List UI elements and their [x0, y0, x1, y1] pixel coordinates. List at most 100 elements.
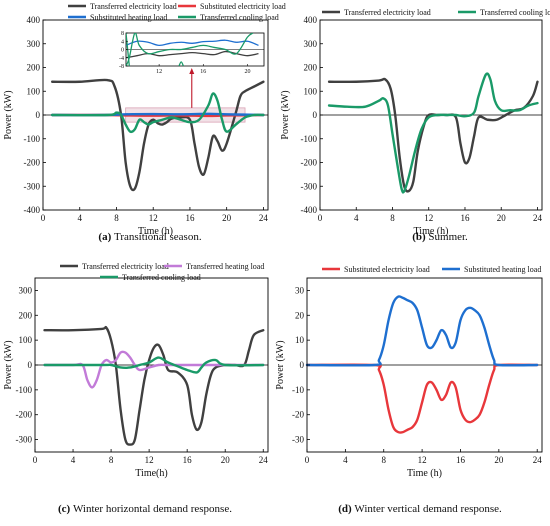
y-tick-label: -20 — [292, 410, 304, 420]
y-tick-label: 300 — [27, 39, 41, 49]
x-tick-label: 8 — [109, 455, 114, 465]
legend-entry: Transferred cooling load — [100, 273, 201, 282]
panel-caption: (b) Summer. — [412, 231, 468, 243]
y-tick-label: 0 — [36, 110, 41, 120]
legend-entry: Transferred electricity load — [68, 2, 177, 11]
series-line-transferred-electricity-load — [50, 78, 265, 192]
x-tick-label: 0 — [318, 213, 323, 223]
legend-label: Transferred electricity load — [344, 8, 431, 17]
x-tick-label: 24 — [259, 213, 269, 223]
x-tick-label: 8 — [114, 213, 119, 223]
legend-label: Transferred electricity load — [82, 262, 169, 271]
x-axis-title: Time (h) — [407, 468, 442, 479]
x-tick-label: 12 — [418, 455, 427, 465]
x-tick-label: 12 — [145, 455, 154, 465]
legend-label: Transferred cooling load — [122, 273, 201, 282]
inset-series-line — [126, 33, 254, 66]
inset-chart: 12 16 20 -8 -4 0 4 8 — [119, 31, 265, 75]
y-tick-label: 200 — [19, 310, 33, 320]
inset-y-tick-label: -4 — [119, 56, 124, 62]
x-tick-label: 4 — [343, 455, 348, 465]
inset-y-tick-label: 0 — [121, 48, 124, 54]
y-tick-label: 10 — [295, 335, 305, 345]
y-tick-label: -100 — [24, 134, 41, 144]
y-tick-label: -30 — [292, 435, 304, 445]
y-tick-label: -400 — [301, 205, 318, 215]
x-tick-label: 24 — [259, 455, 269, 465]
y-tick-label: -200 — [301, 158, 318, 168]
series-line-transferred-heating-load — [43, 350, 265, 389]
legend-entry: Transferred heating load — [164, 262, 264, 271]
series-line-substituted-electricity-load — [305, 363, 539, 434]
inset-y-tick-label: 4 — [121, 39, 124, 45]
inset-series-line — [126, 39, 259, 47]
y-tick-label: -400 — [24, 205, 41, 215]
x-tick-label: 24 — [533, 213, 543, 223]
y-tick-label: 400 — [304, 15, 318, 25]
x-tick-label: 16 — [456, 455, 466, 465]
y-tick-label: 30 — [295, 285, 305, 295]
y-tick-label: -100 — [16, 385, 33, 395]
x-tick-label: 20 — [494, 455, 504, 465]
inset-arrow-head — [189, 68, 195, 74]
series-line-transferred-electricity-load — [327, 77, 539, 193]
series-line-transferred-electricity-load — [43, 325, 265, 446]
y-tick-label: 0 — [28, 360, 33, 370]
legend-label: Transferred electricity load — [90, 2, 177, 11]
legend-label: Transferred heating load — [186, 262, 264, 271]
x-tick-label: 0 — [33, 455, 38, 465]
panel-caption: (d) Winter vertical demand response. — [338, 503, 502, 515]
panel-caption: (c) Winter horizontal demand response. — [58, 503, 232, 515]
legend-label: Transferred cooling load — [480, 8, 550, 17]
y-tick-label: 100 — [19, 335, 33, 345]
chart-d: 0 4 8 12 16 20 24 -30 -20 -10 0 10 20 30 Time (h) Power… — [275, 265, 543, 515]
legend-entry: Transferred cooling load — [178, 13, 279, 22]
legend-label: Substituted heating load — [464, 265, 541, 274]
x-tick-label: 20 — [221, 455, 231, 465]
y-tick-label: -100 — [301, 134, 318, 144]
y-tick-label: 200 — [304, 63, 318, 73]
y-tick-label: 100 — [304, 86, 318, 96]
legend-label: Transferred cooling load — [200, 13, 279, 22]
x-axis-title: Time(h) — [135, 468, 167, 479]
y-tick-label: -300 — [301, 181, 318, 191]
legend-entry: Substituted electricity load — [322, 265, 430, 274]
x-tick-label: 16 — [185, 213, 195, 223]
y-axis-title: Power (kW) — [3, 90, 14, 139]
x-tick-label: 4 — [77, 213, 82, 223]
chart-c: 0 4 8 12 16 20 24 -300 -200 -100 0 100 200 300 Time(h)… — [3, 262, 269, 515]
x-tick-label: 8 — [381, 455, 386, 465]
legend-entry: Transferred electricity load — [60, 262, 169, 271]
y-tick-label: 300 — [304, 39, 318, 49]
chart-b: 0 4 8 12 16 20 24 -400 -300 -200 -100 0 100 200 300 400… — [280, 8, 550, 243]
y-axis-title: Power (kW) — [3, 340, 14, 389]
x-axis-title: Time (h) — [138, 226, 173, 237]
y-tick-label: -300 — [16, 435, 33, 445]
y-tick-label: -200 — [24, 158, 41, 168]
y-tick-label: 200 — [27, 63, 41, 73]
x-tick-label: 20 — [497, 213, 507, 223]
x-tick-label: 8 — [390, 213, 395, 223]
legend-entry: Substituted heating load — [442, 265, 541, 274]
legend-entry: Transferred electricity load — [322, 8, 431, 17]
y-axis-title: Power (kW) — [275, 340, 286, 389]
inset-y-tick-label: 8 — [121, 31, 124, 37]
inset-x-tick-label: 16 — [200, 69, 206, 75]
legend-entry: Substituted electricity load — [178, 2, 286, 11]
legend-entry: Transferred cooling load — [458, 8, 550, 17]
inset-x-tick-label: 20 — [244, 69, 250, 75]
series-line-substituted-heating-load — [305, 295, 539, 367]
x-tick-label: 16 — [460, 213, 470, 223]
y-axis-title: Power (kW) — [280, 90, 291, 139]
x-tick-label: 4 — [71, 455, 76, 465]
series-line-transferred-cooling-load — [50, 92, 265, 134]
x-tick-label: 12 — [424, 213, 433, 223]
panel-caption: (a) Transitional season. — [98, 231, 201, 243]
x-tick-label: 4 — [354, 213, 359, 223]
series-line-transferred-cooling-load — [327, 72, 539, 194]
inset-x-tick-label: 12 — [156, 69, 162, 75]
legend-label: Substituted electricity load — [344, 265, 430, 274]
y-tick-label: 100 — [27, 86, 41, 96]
x-tick-label: 0 — [41, 213, 46, 223]
